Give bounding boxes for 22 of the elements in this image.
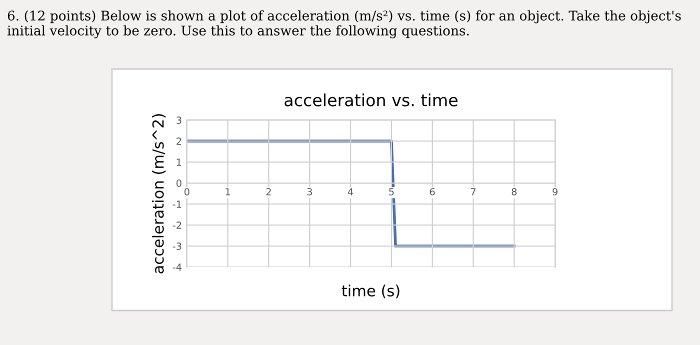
chart-title: acceleration vs. time: [284, 94, 458, 106]
y-tick-label: 0: [176, 180, 182, 187]
y-tick-label: -4: [172, 264, 182, 271]
text: 6. (12 points) Below is shown a plot of acceleration (m/s²) vs. time (s) for an object. Take the object's initial velocity to be zero. Use this to answer the following questions.: [7, 10, 681, 38]
y-tick-label: -1: [172, 200, 182, 208]
x-tick-label: 2: [266, 188, 271, 196]
x-tick-label: 1: [226, 188, 230, 196]
x-tick-label: 5: [389, 188, 394, 196]
x-tick-label: 8: [512, 188, 517, 196]
x-tick-label: 3: [307, 188, 312, 196]
y-tick-label: 2: [176, 138, 182, 145]
x-axis-title: time (s): [342, 284, 400, 298]
y-tick-label: 1: [176, 158, 182, 166]
y-axis-title: acceleration (m/s^2): [152, 114, 166, 274]
x-tick-label: 7: [470, 188, 476, 196]
x-tick-label: 9: [552, 188, 558, 196]
x-tick-label: 6: [430, 188, 435, 196]
y-tick-label: -3: [172, 242, 182, 250]
x-tick-label: 4: [348, 188, 354, 196]
y-tick-label: -2: [172, 222, 182, 229]
x-tick-label: 0: [184, 188, 190, 196]
y-tick-label: 3: [176, 116, 182, 124]
